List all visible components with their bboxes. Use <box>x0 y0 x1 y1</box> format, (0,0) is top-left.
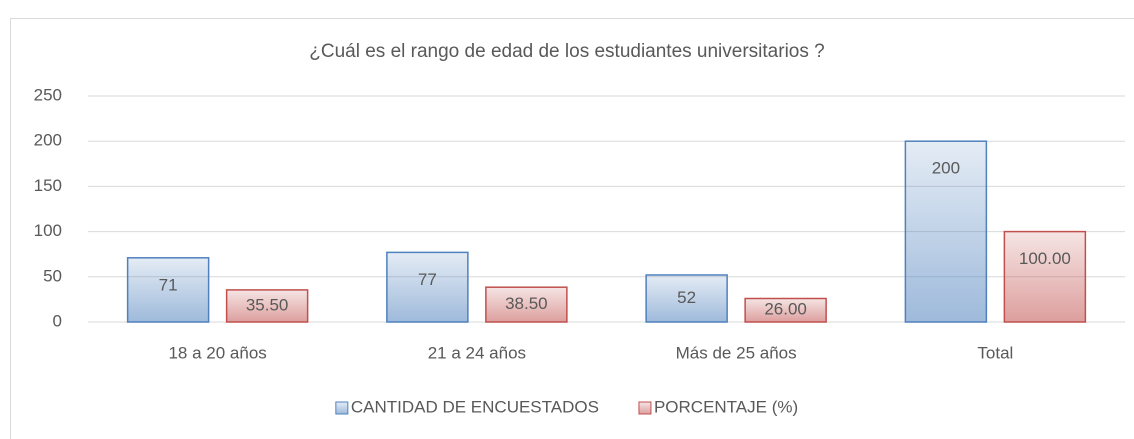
bar <box>126 257 210 323</box>
y-tick-label: 100 <box>34 221 62 240</box>
bar <box>225 289 309 323</box>
y-tick-label: 250 <box>34 85 62 104</box>
x-tick-label: 21 a 24 años <box>428 343 526 362</box>
legend-swatch <box>335 401 349 415</box>
y-tick-label: 150 <box>34 176 62 195</box>
y-tick-label: 0 <box>53 311 62 330</box>
data-label: 200 <box>932 159 960 178</box>
data-label: 52 <box>677 288 696 307</box>
legend-item: PORCENTAJE (%) <box>638 397 798 416</box>
y-tick-label: 200 <box>34 131 62 150</box>
data-label: 71 <box>159 275 178 294</box>
data-label: 35.50 <box>246 295 289 314</box>
data-label: 100.00 <box>1019 249 1071 268</box>
data-label: 77 <box>418 270 437 289</box>
y-tick-label: 50 <box>43 266 62 285</box>
data-label: 26.00 <box>764 300 807 319</box>
data-label: 38.50 <box>505 294 548 313</box>
legend-swatch <box>638 401 652 415</box>
x-tick-label: 18 a 20 años <box>168 343 266 362</box>
legend-item: CANTIDAD DE ENCUESTADOS <box>335 397 599 416</box>
bar <box>1003 230 1087 323</box>
legend-label: PORCENTAJE (%) <box>654 397 798 416</box>
x-tick-label: Total <box>977 343 1013 362</box>
bar <box>744 297 827 323</box>
bar <box>386 251 469 323</box>
bar <box>485 286 568 323</box>
chart-title: ¿Cuál es el rango de edad de los estudia… <box>309 41 824 62</box>
bar <box>645 274 728 323</box>
x-tick-label: Más de 25 años <box>676 343 797 362</box>
bar <box>904 140 988 323</box>
legend-label: CANTIDAD DE ENCUESTADOS <box>351 397 599 416</box>
